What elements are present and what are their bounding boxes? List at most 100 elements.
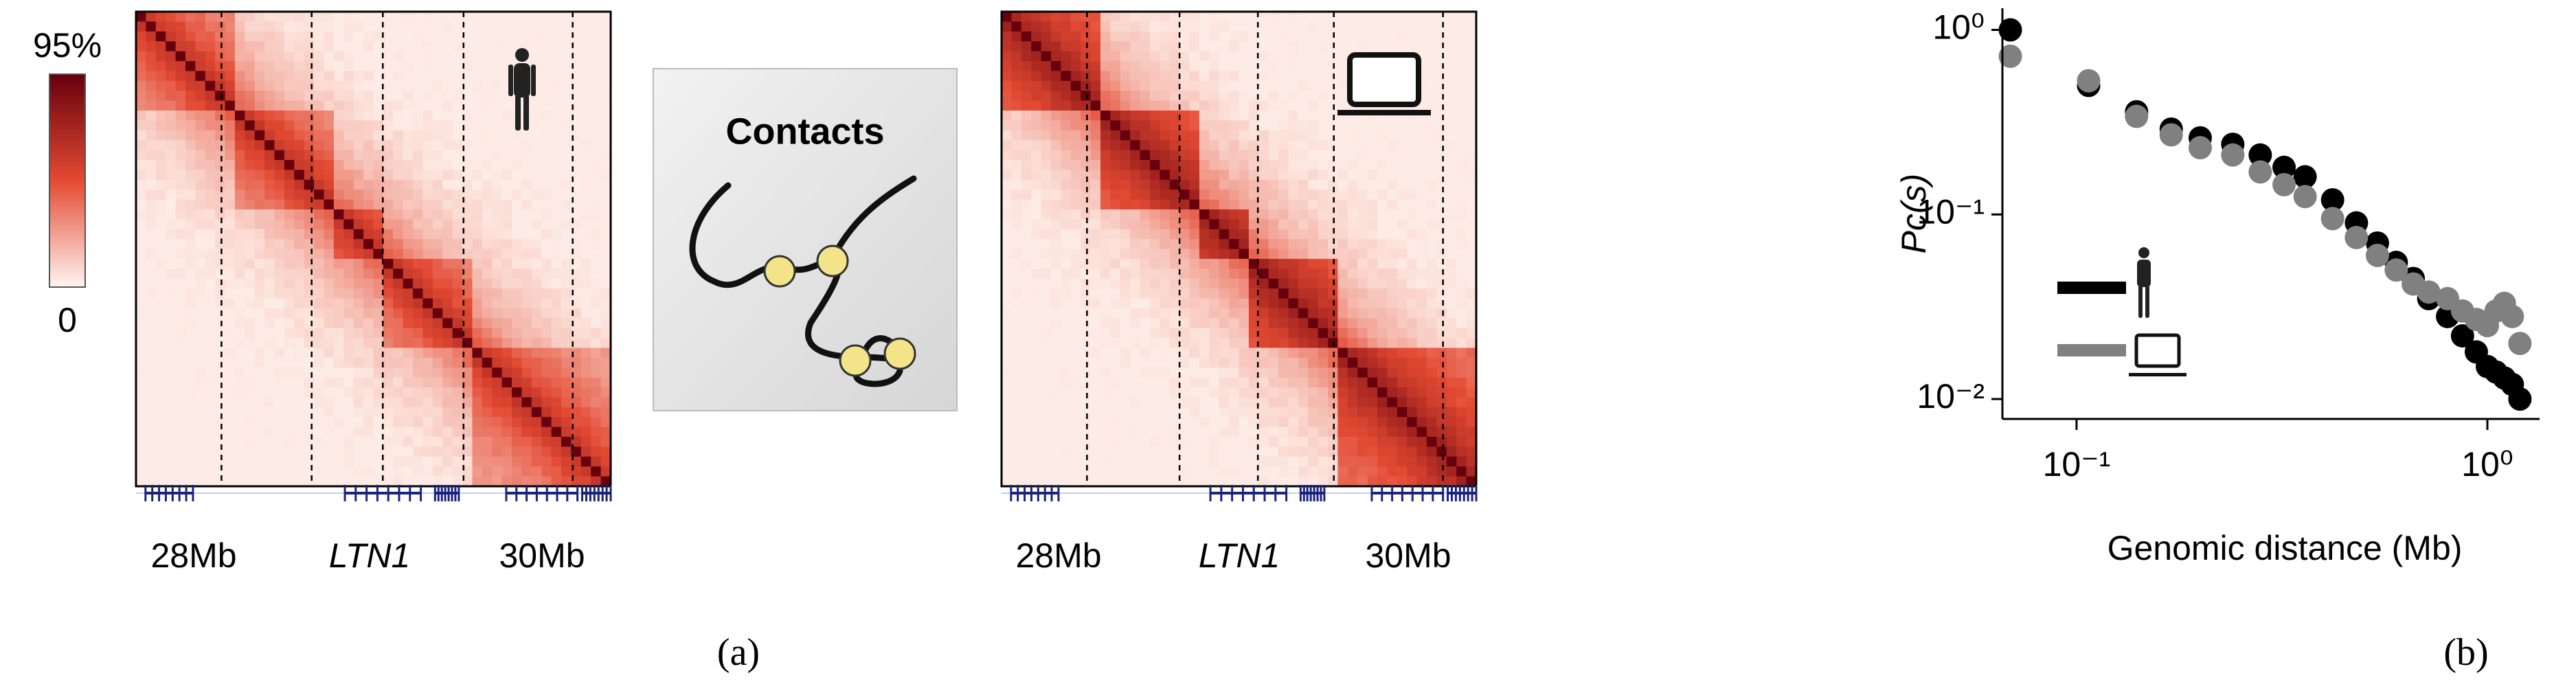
heatmap-cell: [156, 397, 166, 407]
heatmap-cell: [1160, 308, 1170, 319]
heatmap-cell: [1467, 407, 1477, 418]
heatmap-cell: [284, 111, 295, 121]
heatmap-cell: [185, 41, 196, 52]
heatmap-cell: [334, 367, 344, 378]
heatmap-cell: [1456, 32, 1467, 42]
heatmap-cell: [1150, 21, 1160, 32]
heatmap-cell: [1061, 397, 1071, 407]
heatmap-cell: [324, 91, 335, 101]
heatmap-cell: [1298, 180, 1309, 190]
heatmap-cell: [225, 249, 236, 260]
heatmap-cell: [1081, 239, 1091, 249]
heatmap-cell: [433, 209, 443, 220]
heatmap-cell: [1219, 348, 1230, 358]
heatmap-cell: [1071, 318, 1081, 328]
heatmap-cell: [275, 378, 285, 388]
heatmap-cell: [1308, 150, 1318, 161]
heatmap-cell: [1061, 101, 1071, 111]
heatmap-cell: [1170, 101, 1180, 111]
heatmap-cell: [1041, 446, 1052, 457]
heatmap-cell: [1160, 348, 1170, 358]
heatmap-cell: [541, 41, 552, 52]
heatmap-cell: [552, 150, 562, 161]
heatmap-cell: [1021, 61, 1032, 71]
heatmap-cell: [581, 417, 591, 427]
heatmap-cell: [1269, 81, 1279, 91]
heatmap-cell: [1041, 150, 1052, 161]
heatmap-cell: [205, 466, 216, 477]
heatmap-cell: [264, 61, 275, 71]
heatmap-cell: [482, 328, 493, 339]
heatmap-cell: [601, 358, 611, 368]
heatmap-cell: [1337, 259, 1348, 269]
heatmap-cell: [1130, 209, 1140, 220]
heatmap-cell: [1061, 209, 1071, 220]
heatmap-cell: [205, 417, 216, 427]
heatmap-cell: [482, 219, 493, 229]
heatmap-cell: [521, 367, 532, 378]
heatmap-cell: [1456, 378, 1467, 388]
heatmap-cell: [324, 130, 335, 141]
heatmap-cell: [1397, 358, 1408, 368]
heatmap-cell: [552, 81, 562, 91]
heatmap-cell: [334, 101, 344, 111]
heatmap-cell: [324, 32, 335, 42]
heatmap-cell: [1407, 279, 1417, 289]
heatmap-cell: [1447, 466, 1457, 477]
heatmap-cell: [591, 318, 601, 328]
heatmap-cell: [225, 457, 236, 467]
heatmap-cell: [422, 279, 433, 289]
heatmap-cell: [1436, 61, 1447, 71]
heatmap-cell: [324, 180, 335, 190]
heatmap-cell: [334, 32, 344, 42]
heatmap-cell: [1130, 160, 1140, 170]
heatmap-cell: [1337, 219, 1348, 229]
heatmap-cell: [343, 170, 354, 180]
heatmap-cell: [492, 21, 502, 32]
heatmap-cell: [363, 130, 374, 141]
heatmap-cell: [541, 71, 552, 81]
heatmap-cell: [1357, 397, 1368, 407]
heatmap-cell: [502, 180, 512, 190]
heatmap-cell: [552, 200, 562, 210]
heatmap-cell: [245, 71, 255, 81]
heatmap-cell: [1021, 52, 1032, 62]
heatmap-cell: [1417, 279, 1427, 289]
heatmap-cell: [354, 71, 364, 81]
heatmap-cell: [1110, 180, 1120, 190]
heatmap-cell: [166, 249, 176, 260]
heatmap-cell: [1269, 200, 1279, 210]
heatmap-cell: [482, 61, 493, 71]
heatmap-cell: [1447, 457, 1457, 467]
heatmap-cell: [1288, 249, 1298, 260]
heatmap-cell: [1407, 417, 1417, 427]
heatmap-cell: [255, 338, 265, 348]
heatmap-cell: [1130, 150, 1140, 161]
heatmap-cell: [363, 407, 374, 418]
heatmap-cell: [1100, 209, 1111, 220]
heatmap-cell: [601, 348, 611, 358]
heatmap-cell: [166, 328, 176, 339]
heatmap-cell: [1041, 269, 1052, 279]
heatmap-cell: [453, 209, 463, 220]
heatmap-cell: [453, 427, 463, 437]
heatmap-cell: [235, 249, 245, 260]
heatmap-cell: [1368, 328, 1378, 339]
heatmap-cell: [502, 308, 512, 319]
heatmap-cell: [294, 279, 304, 289]
heatmap-cell: [1179, 446, 1190, 457]
heatmap-cell: [1278, 32, 1289, 42]
heatmap-cell: [581, 229, 591, 240]
heatmap-cell: [1120, 308, 1131, 319]
heatmap-cell: [195, 21, 205, 32]
heatmap-cell: [492, 417, 502, 427]
heatmap-cell: [1130, 170, 1140, 180]
heatmap-cell: [1229, 387, 1239, 398]
heatmap-cell: [255, 130, 265, 141]
heatmap-cell: [561, 209, 572, 220]
heatmap-cell: [581, 140, 591, 150]
heatmap-cell: [512, 407, 522, 418]
heatmap-cell: [1417, 239, 1427, 249]
heatmap-cell: [1002, 219, 1012, 229]
heatmap-cell: [264, 239, 275, 249]
